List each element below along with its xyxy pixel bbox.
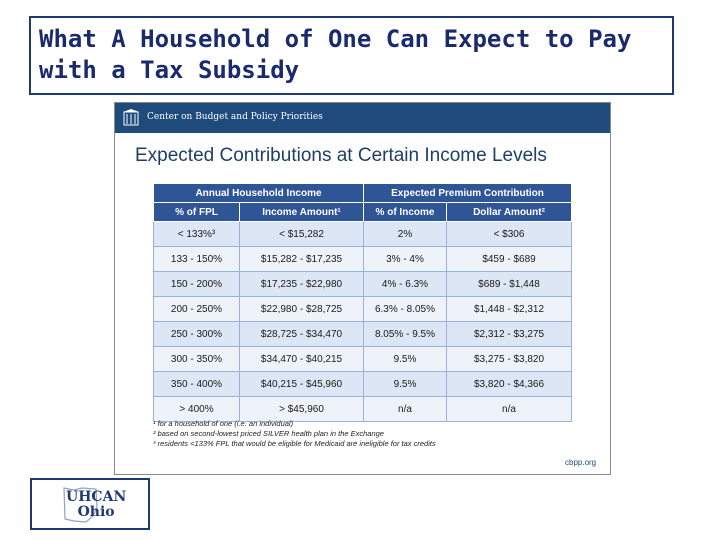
- footnote: ³ residents <133% FPL that would be elig…: [153, 439, 436, 448]
- contributions-table: Annual Household Income Expected Premium…: [153, 183, 573, 422]
- table-row: 133 - 150% $15,282 - $17,235 3% - 4% $45…: [153, 246, 573, 272]
- table-cell: $17,235 - $22,980: [239, 271, 364, 297]
- table-row: 300 - 350% $34,470 - $40,215 9.5% $3,275…: [153, 346, 573, 372]
- table-cell: $459 - $689: [445, 246, 573, 272]
- table-row: < 133%³ < $15,282 2% < $306: [153, 221, 573, 247]
- table-cell: 3% - 4%: [363, 246, 447, 272]
- table-cell: n/a: [445, 396, 573, 422]
- title-box: What A Household of One Can Expect to Pa…: [29, 16, 674, 95]
- org-name: Center on Budget and Policy Priorities: [147, 112, 323, 122]
- table-cell: $2,312 - $3,275: [445, 321, 573, 347]
- table-row: 350 - 400% $40,215 - $45,960 9.5% $3,820…: [153, 371, 573, 397]
- table-cell: 133 - 150%: [153, 246, 240, 272]
- logo-line-2: Ohio: [77, 504, 115, 520]
- table-cell: 250 - 300%: [153, 321, 240, 347]
- table-cell: > $45,960: [239, 396, 364, 422]
- table-row: 200 - 250% $22,980 - $28,725 6.3% - 8.05…: [153, 296, 573, 322]
- table-cell: 2%: [363, 221, 447, 247]
- table-cell: 6.3% - 8.05%: [363, 296, 447, 322]
- table-cell: 150 - 200%: [153, 271, 240, 297]
- table-heading: Expected Contributions at Certain Income…: [135, 145, 547, 166]
- table-cell: > 400%: [153, 396, 240, 422]
- footnote: ² based on second-lowest priced SILVER h…: [153, 429, 384, 438]
- table-cell: $22,980 - $28,725: [239, 296, 364, 322]
- table-cell: n/a: [363, 396, 447, 422]
- building-icon: [123, 109, 139, 126]
- column-header: % of Income: [363, 202, 447, 222]
- table-cell: $40,215 - $45,960: [239, 371, 364, 397]
- table-cell: < $15,282: [239, 221, 364, 247]
- table-cell: $689 - $1,448: [445, 271, 573, 297]
- table-cell: $1,448 - $2,312: [445, 296, 573, 322]
- table-cell: 9.5%: [363, 371, 447, 397]
- source-url: cbpp.org: [565, 458, 597, 467]
- table-row: > 400% > $45,960 n/a n/a: [153, 396, 573, 422]
- column-header: Dollar Amount²: [445, 202, 573, 222]
- header-group-income: Annual Household Income: [153, 183, 364, 203]
- logo-line-1: UHCAN: [66, 489, 127, 505]
- table-row: 150 - 200% $17,235 - $22,980 4% - 6.3% $…: [153, 271, 573, 297]
- footnote: ¹ for a household of one (i.e. an indivi…: [153, 419, 294, 428]
- table-row: 250 - 300% $28,725 - $34,470 8.05% - 9.5…: [153, 321, 573, 347]
- table-cell: 8.05% - 9.5%: [363, 321, 447, 347]
- table-cell: 350 - 400%: [153, 371, 240, 397]
- table-cell: 300 - 350%: [153, 346, 240, 372]
- table-cell: $3,275 - $3,820: [445, 346, 573, 372]
- table-cell: < $306: [445, 221, 573, 247]
- ohio-state-outline-icon: [63, 487, 98, 523]
- table-cell: $15,282 - $17,235: [239, 246, 364, 272]
- column-header: % of FPL: [153, 202, 240, 222]
- table-cell: $28,725 - $34,470: [239, 321, 364, 347]
- slide-title: What A Household of One Can Expect to Pa…: [39, 25, 632, 84]
- table-cell: < 133%³: [153, 221, 240, 247]
- org-header-bar: Center on Budget and Policy Priorities: [115, 103, 610, 133]
- header-group-contribution: Expected Premium Contribution: [362, 183, 573, 203]
- table-cell: 4% - 6.3%: [363, 271, 447, 297]
- uhcan-ohio-logo: UHCAN Ohio: [30, 478, 150, 530]
- footnotes: ¹ for a household of one (i.e. an indivi…: [153, 419, 513, 449]
- embedded-slide-image: Center on Budget and Policy Priorities E…: [114, 102, 611, 475]
- table-cell: $3,820 - $4,366: [445, 371, 573, 397]
- table-cell: 9.5%: [363, 346, 447, 372]
- column-header: Income Amount¹: [239, 202, 364, 222]
- table-cell: $34,470 - $40,215: [239, 346, 364, 372]
- table-cell: 200 - 250%: [153, 296, 240, 322]
